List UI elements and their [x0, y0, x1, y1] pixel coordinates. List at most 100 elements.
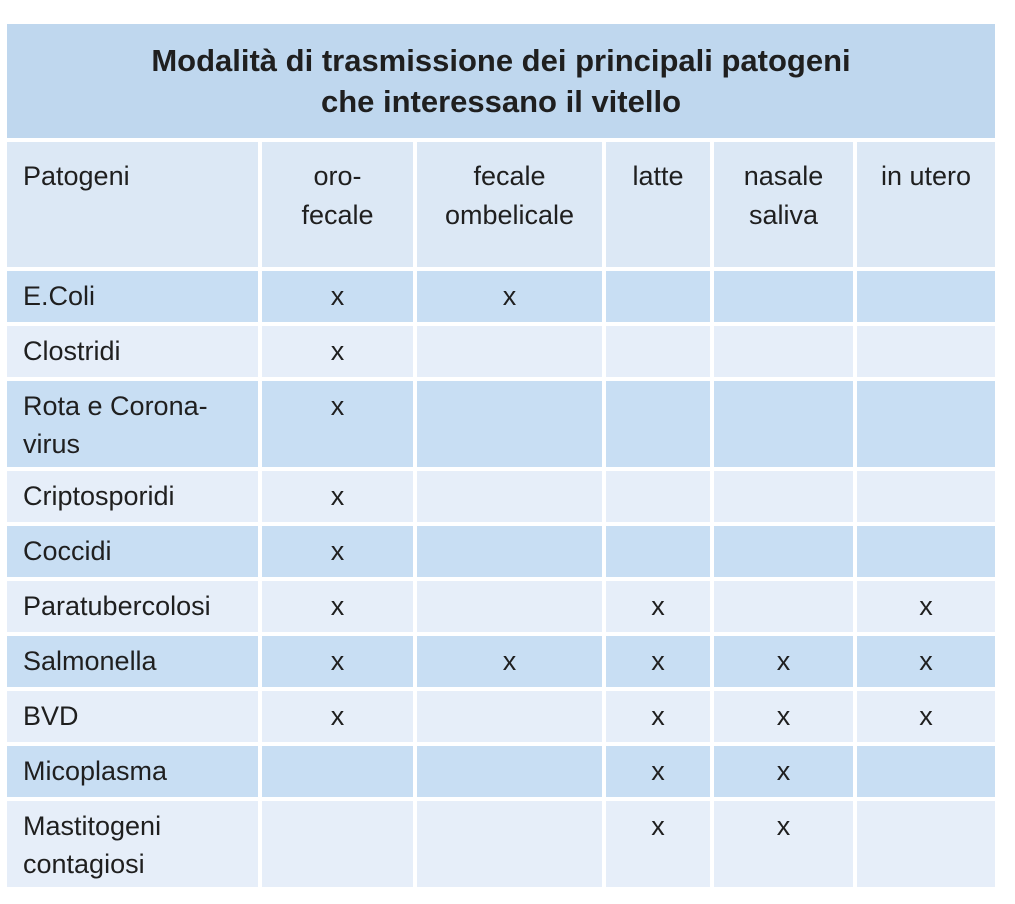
mark-cell: x — [262, 471, 413, 522]
row-label-line2: contagiosi — [23, 849, 145, 879]
table-row: Criptosporidi x — [7, 471, 995, 522]
empty-cell — [417, 691, 602, 742]
row-label-line1: Salmonella — [23, 646, 157, 676]
empty-cell — [606, 526, 710, 577]
table-row: BVD x x x x — [7, 691, 995, 742]
table-row: Salmonella x x x x x — [7, 636, 995, 687]
row-label: Mastitogeni contagiosi — [7, 801, 258, 887]
row-label: Paratubercolosi — [7, 581, 258, 632]
row-label: BVD — [7, 691, 258, 742]
table-head: Modalità di trasmissione dei principali … — [7, 24, 995, 267]
empty-cell — [714, 526, 853, 577]
empty-cell — [857, 746, 995, 797]
row-label-line1: Paratubercolosi — [23, 591, 211, 621]
row-label: E.Coli — [7, 271, 258, 322]
mark-cell: x — [262, 526, 413, 577]
mark-cell: x — [262, 271, 413, 322]
table-row: Micoplasma x x — [7, 746, 995, 797]
row-label: Rota e Corona-virus — [7, 381, 258, 467]
empty-cell — [417, 381, 602, 467]
column-header-fecale-ombelicale: fecale ombelicale — [417, 142, 602, 267]
empty-cell — [417, 326, 602, 377]
mark-cell: x — [857, 581, 995, 632]
empty-cell — [857, 381, 995, 467]
mark-cell: x — [606, 801, 710, 887]
row-label-line1: Criptosporidi — [23, 481, 175, 511]
column-header-oro-fecale: oro-fecale — [262, 142, 413, 267]
mark-cell: x — [262, 381, 413, 467]
mark-cell: x — [714, 636, 853, 687]
empty-cell — [606, 381, 710, 467]
title-row: Modalità di trasmissione dei principali … — [7, 24, 995, 138]
transmission-table: Modalità di trasmissione dei principali … — [3, 20, 999, 891]
row-label: Micoplasma — [7, 746, 258, 797]
mark-cell: x — [857, 691, 995, 742]
mark-cell: x — [417, 271, 602, 322]
empty-cell — [714, 326, 853, 377]
empty-cell — [857, 471, 995, 522]
row-label: Criptosporidi — [7, 471, 258, 522]
mark-cell: x — [606, 636, 710, 687]
mark-cell: x — [262, 691, 413, 742]
table-row: Clostridi x — [7, 326, 995, 377]
mark-cell: x — [714, 801, 853, 887]
row-label-line1: Rota e Corona- — [23, 391, 208, 421]
mark-cell: x — [417, 636, 602, 687]
empty-cell — [417, 581, 602, 632]
table-row: Paratubercolosi x x x — [7, 581, 995, 632]
table-row: Mastitogeni contagiosi x x — [7, 801, 995, 887]
mark-cell: x — [262, 326, 413, 377]
empty-cell — [714, 581, 853, 632]
column-header-nasale-saliva: nasale saliva — [714, 142, 853, 267]
empty-cell — [417, 471, 602, 522]
empty-cell — [714, 271, 853, 322]
mark-cell: x — [714, 746, 853, 797]
mark-cell: x — [606, 746, 710, 797]
empty-cell — [857, 326, 995, 377]
row-label-line1: Micoplasma — [23, 756, 168, 786]
mark-cell: x — [262, 636, 413, 687]
empty-cell — [857, 801, 995, 887]
empty-cell — [417, 746, 602, 797]
row-label: Salmonella — [7, 636, 258, 687]
empty-cell — [606, 271, 710, 322]
row-label-line2: virus — [23, 429, 81, 459]
column-header-latte: latte — [606, 142, 710, 267]
mark-cell: x — [857, 636, 995, 687]
column-header-patogeni: Patogeni — [7, 142, 258, 267]
column-header-nasale-saliva-line2: saliva — [748, 200, 819, 230]
table-title-line2: che interessano il vitello — [320, 84, 682, 119]
empty-cell — [857, 271, 995, 322]
column-header-latte-line1: latte — [632, 161, 684, 191]
column-header-fecale-ombelicale-line1: fecale — [473, 161, 546, 191]
row-label: Coccidi — [7, 526, 258, 577]
empty-cell — [857, 526, 995, 577]
empty-cell — [262, 746, 413, 797]
empty-cell — [262, 801, 413, 887]
table-row: E.Coli x x — [7, 271, 995, 322]
header-row: Patogeni oro-fecale fecale ombelicale latte n… — [7, 142, 995, 267]
table-title: Modalità di trasmissione dei principali … — [7, 24, 995, 138]
empty-cell — [417, 801, 602, 887]
empty-cell — [417, 526, 602, 577]
row-label-line1: Mastitogeni — [23, 811, 162, 841]
column-header-oro-fecale-line1: oro- — [313, 161, 362, 191]
empty-cell — [714, 471, 853, 522]
column-header-in-utero: in utero — [857, 142, 995, 267]
column-header-patogeni-line1: Patogeni — [23, 161, 130, 191]
row-label: Clostridi — [7, 326, 258, 377]
table-body: E.Coli x x Clostridi x Rota e Corona-virus x Cr… — [7, 271, 995, 887]
column-header-oro-fecale-line2: fecale — [301, 200, 374, 230]
empty-cell — [606, 326, 710, 377]
row-label-line1: E.Coli — [23, 281, 96, 311]
table-title-line1: Modalità di trasmissione dei principali … — [151, 43, 851, 78]
table-row: Coccidi x — [7, 526, 995, 577]
empty-cell — [606, 471, 710, 522]
row-label-line1: Coccidi — [23, 536, 112, 566]
empty-cell — [714, 381, 853, 467]
column-header-in-utero-line1: in utero — [880, 161, 972, 191]
column-header-nasale-saliva-line1: nasale — [743, 161, 824, 191]
row-label-line1: Clostridi — [23, 336, 121, 366]
mark-cell: x — [606, 691, 710, 742]
